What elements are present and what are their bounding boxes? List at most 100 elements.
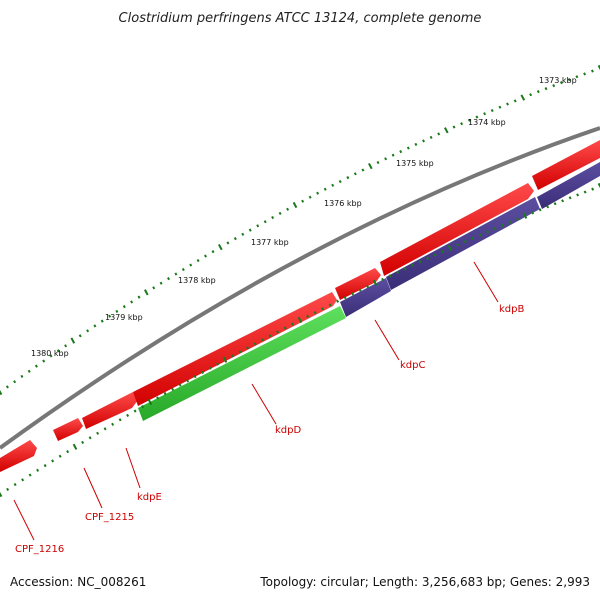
inner-ruler-minor-tick bbox=[433, 253, 437, 257]
inner-ruler-minor-tick bbox=[336, 299, 340, 303]
ruler-minor-tick bbox=[406, 146, 410, 150]
ruler-minor-tick bbox=[256, 224, 260, 228]
inner-ruler-minor-tick bbox=[553, 202, 557, 206]
inner-ruler-minor-tick bbox=[21, 478, 25, 482]
domain-kdpb-transporter[interactable] bbox=[386, 197, 540, 290]
ruler-minor-tick bbox=[498, 105, 502, 109]
ruler-minor-tick bbox=[552, 84, 556, 88]
inner-ruler-minor-tick bbox=[246, 346, 250, 350]
ruler-dots bbox=[0, 64, 600, 396]
inner-ruler-minor-tick bbox=[276, 330, 280, 334]
inner-ruler-minor-tick bbox=[103, 427, 107, 431]
ruler-label-1373: 1373 kbp bbox=[539, 76, 577, 85]
inner-ruler-minor-tick bbox=[343, 296, 347, 300]
ruler-minor-tick bbox=[506, 102, 509, 106]
inner-ruler-major-tick bbox=[147, 398, 153, 406]
ruler-minor-tick bbox=[27, 369, 31, 373]
ruler-label-1379: 1379 kbp bbox=[105, 313, 143, 322]
inner-ruler-minor-tick bbox=[66, 450, 70, 454]
ruler-major-tick bbox=[368, 162, 373, 170]
ruler-major-tick bbox=[597, 64, 600, 72]
ruler-minor-tick bbox=[108, 314, 112, 318]
inner-ruler-minor-tick bbox=[43, 464, 47, 468]
inner-ruler-dots bbox=[0, 182, 600, 498]
ruler-major-tick bbox=[444, 127, 449, 134]
ruler-minor-tick bbox=[308, 195, 312, 199]
genome-stats-text: Topology: circular; Length: 3,256,683 bp… bbox=[259, 575, 590, 589]
gene-label-cpf1215[interactable]: CPF_1215 bbox=[85, 512, 134, 523]
ruler-minor-tick bbox=[86, 329, 90, 333]
ruler-minor-tick bbox=[529, 93, 533, 97]
inner-ruler-minor-tick bbox=[561, 199, 565, 203]
ruler-minor-tick bbox=[323, 187, 327, 191]
inner-ruler-major-tick bbox=[522, 212, 528, 219]
gene-label-kdpe[interactable]: kdpE bbox=[137, 492, 162, 503]
ruler-minor-tick bbox=[583, 72, 587, 76]
inner-ruler-minor-tick bbox=[583, 190, 587, 194]
inner-ruler-minor-tick bbox=[411, 263, 415, 267]
domain-kdpd-signal[interactable] bbox=[138, 306, 346, 421]
inner-ruler-major-tick bbox=[597, 182, 600, 190]
inner-ruler-minor-tick bbox=[193, 375, 197, 379]
ruler-minor-tick bbox=[56, 349, 60, 353]
inner-ruler-minor-tick bbox=[328, 303, 332, 307]
ruler-minor-tick bbox=[422, 139, 425, 143]
inner-ruler-major-tick bbox=[372, 279, 378, 286]
inner-ruler-minor-tick bbox=[28, 473, 32, 477]
gene-kdpe-arrow[interactable] bbox=[82, 392, 138, 429]
ruler-minor-tick bbox=[263, 220, 267, 224]
inner-ruler-minor-tick bbox=[351, 292, 355, 296]
ruler-minor-tick bbox=[575, 75, 579, 79]
gene-cpf1216-arrow[interactable] bbox=[0, 440, 37, 472]
ruler-label-1374: 1374 kbp bbox=[468, 118, 506, 127]
inner-ruler-minor-tick bbox=[208, 366, 212, 370]
gene-next-arrow[interactable] bbox=[532, 140, 600, 190]
inner-ruler-minor-tick bbox=[478, 233, 482, 237]
inner-ruler-minor-tick bbox=[231, 354, 235, 358]
inner-ruler-minor-tick bbox=[178, 383, 182, 387]
ruler-minor-tick bbox=[196, 258, 200, 263]
inner-ruler-minor-tick bbox=[516, 217, 520, 221]
domain-next-transporter[interactable] bbox=[537, 162, 600, 209]
ruler-minor-tick bbox=[13, 380, 17, 384]
gene-kdpc-arrow[interactable] bbox=[335, 268, 381, 300]
domain-kdpc-transporter[interactable] bbox=[340, 278, 391, 317]
inner-ruler-minor-tick bbox=[58, 454, 62, 458]
ruler-minor-tick bbox=[233, 237, 237, 241]
gene-label-kdpd[interactable]: kdpD bbox=[275, 425, 301, 436]
ruler-minor-tick bbox=[226, 241, 230, 245]
ruler-minor-tick bbox=[536, 90, 540, 94]
ruler-label-1375: 1375 kbp bbox=[396, 159, 434, 168]
ruler-minor-tick bbox=[490, 108, 494, 113]
gene-kdpb-arrow[interactable] bbox=[380, 183, 534, 276]
ruler-minor-tick bbox=[437, 132, 441, 136]
ruler-minor-tick bbox=[346, 176, 350, 180]
ruler-minor-tick bbox=[460, 122, 464, 126]
ruler-minor-tick bbox=[278, 211, 282, 215]
inner-ruler-minor-tick bbox=[396, 270, 400, 274]
inner-ruler-minor-tick bbox=[51, 459, 55, 463]
inner-ruler-major-tick bbox=[222, 356, 228, 363]
inner-ruler-minor-tick bbox=[238, 350, 242, 354]
inner-ruler-minor-tick bbox=[576, 193, 580, 197]
gene-label-kdpb[interactable]: kdpB bbox=[499, 304, 524, 315]
ruler-minor-tick bbox=[452, 125, 456, 129]
ruler-minor-tick bbox=[361, 168, 365, 172]
inner-ruler-minor-tick bbox=[493, 227, 497, 231]
inner-ruler-minor-tick bbox=[126, 413, 130, 417]
ruler-minor-tick bbox=[34, 364, 38, 368]
inner-ruler-minor-tick bbox=[591, 187, 595, 191]
gene-cpf1215-arrow[interactable] bbox=[53, 418, 83, 441]
ruler-minor-tick bbox=[174, 272, 178, 276]
callout-line-cpf1215 bbox=[83, 467, 103, 509]
ruler-minor-tick bbox=[271, 215, 275, 220]
gene-kdpd-arrow[interactable] bbox=[133, 292, 337, 406]
gene-track-function bbox=[138, 162, 600, 421]
ruler-minor-tick bbox=[152, 286, 156, 290]
inner-ruler-minor-tick bbox=[171, 387, 175, 391]
gene-label-kdpc[interactable]: kdpC bbox=[400, 360, 425, 371]
ruler-major-tick bbox=[292, 201, 298, 209]
inner-ruler-minor-tick bbox=[253, 342, 257, 346]
inner-ruler-minor-tick bbox=[441, 250, 445, 254]
gene-label-cpf1216[interactable]: CPF_1216 bbox=[15, 544, 64, 555]
